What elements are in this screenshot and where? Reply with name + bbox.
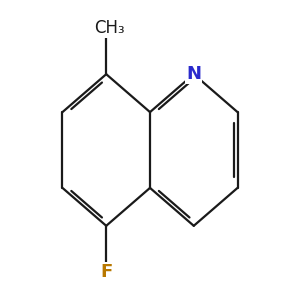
Text: N: N [186,65,201,83]
Text: CH₃: CH₃ [94,19,125,37]
Text: F: F [100,263,112,281]
